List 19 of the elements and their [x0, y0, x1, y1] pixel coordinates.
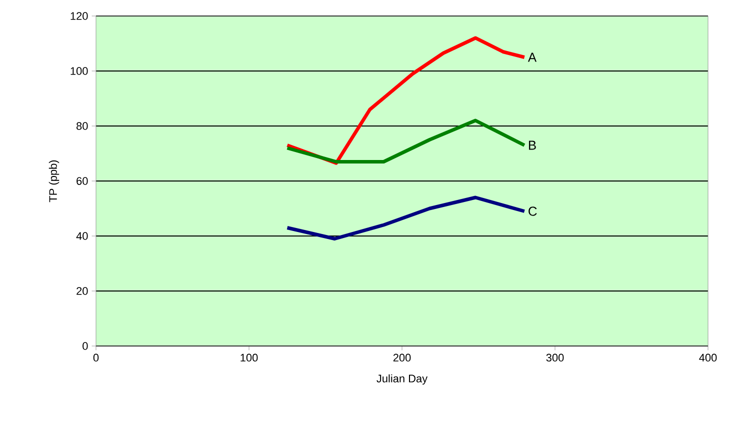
- series-label: C: [528, 206, 537, 216]
- x-tick-label: 400: [699, 354, 717, 362]
- x-tick-label: 100: [240, 354, 258, 362]
- x-tick-label: 200: [393, 354, 411, 362]
- x-axis-title: Julian Day: [376, 374, 428, 385]
- y-tick-label: 20: [76, 287, 88, 295]
- line-series: [286, 118, 526, 164]
- y-tick-label: 40: [76, 232, 88, 240]
- y-axis-title: TP (ppb): [48, 160, 60, 202]
- x-tick-label: 300: [546, 354, 564, 362]
- y-tick-label: 60: [76, 177, 88, 185]
- y-tick-label: 120: [70, 12, 88, 20]
- y-tick-label: 100: [70, 67, 88, 75]
- y-tick-label: 80: [76, 122, 88, 130]
- series-label: B: [528, 140, 536, 150]
- series-label: A: [528, 52, 537, 62]
- line-series: [286, 196, 526, 240]
- x-tick-label: 0: [93, 354, 99, 362]
- y-tick-label: 0: [82, 342, 88, 350]
